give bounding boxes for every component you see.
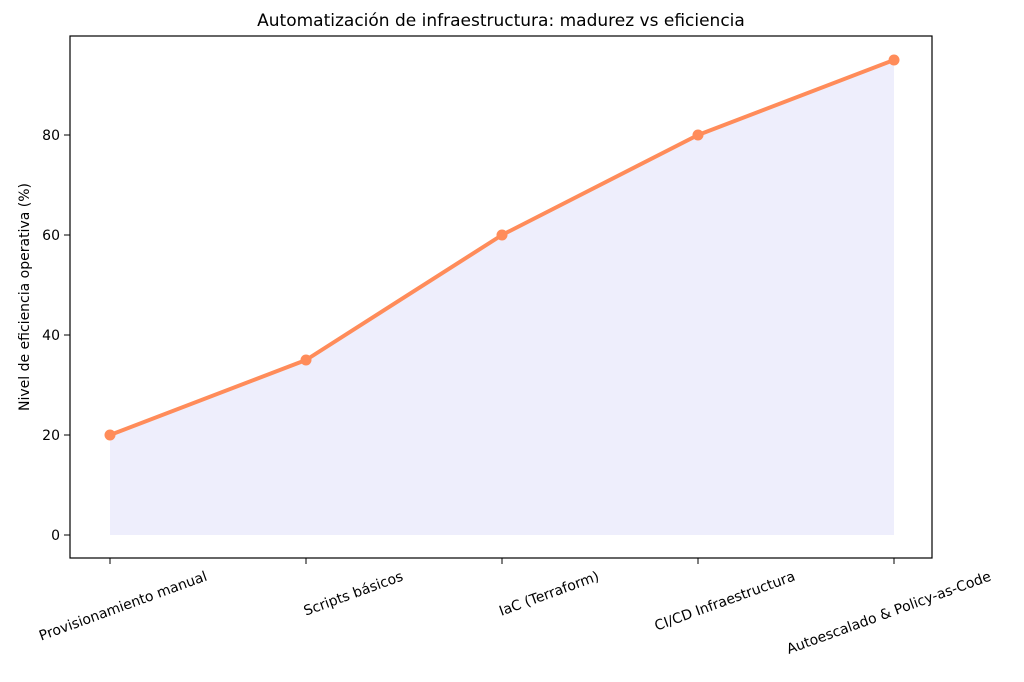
y-tick-label: 40	[42, 328, 60, 344]
data-point	[104, 429, 116, 441]
x-tick-label: Scripts básicos	[302, 569, 406, 620]
axes-frame	[69, 35, 933, 559]
data-point	[888, 54, 900, 66]
data-point	[300, 354, 312, 366]
x-tick-label: Provisionamiento manual	[37, 569, 209, 645]
x-tick-label: IaC (Terraform)	[497, 569, 601, 620]
x-tick-label: Autoescalado & Policy-as-Code	[785, 569, 994, 658]
area-fill	[110, 60, 894, 535]
x-axis-ticks: Provisionamiento manual Scripts básicos Ia…	[37, 558, 993, 658]
y-axis-label: Nivel de eficiencia operativa (%)	[17, 183, 33, 411]
data-point	[496, 229, 508, 241]
y-axis-ticks: 0 20 40 60 80	[42, 128, 70, 544]
y-tick-label: 60	[42, 228, 60, 244]
data-line	[104, 54, 900, 441]
data-point	[692, 129, 704, 141]
chart-title: Automatización de infraestructura: madur…	[257, 11, 745, 31]
y-tick-label: 20	[42, 428, 60, 444]
y-tick-label: 0	[51, 528, 60, 544]
y-tick-label: 80	[42, 128, 60, 144]
x-tick-label: CI/CD Infraestructura	[653, 569, 798, 635]
